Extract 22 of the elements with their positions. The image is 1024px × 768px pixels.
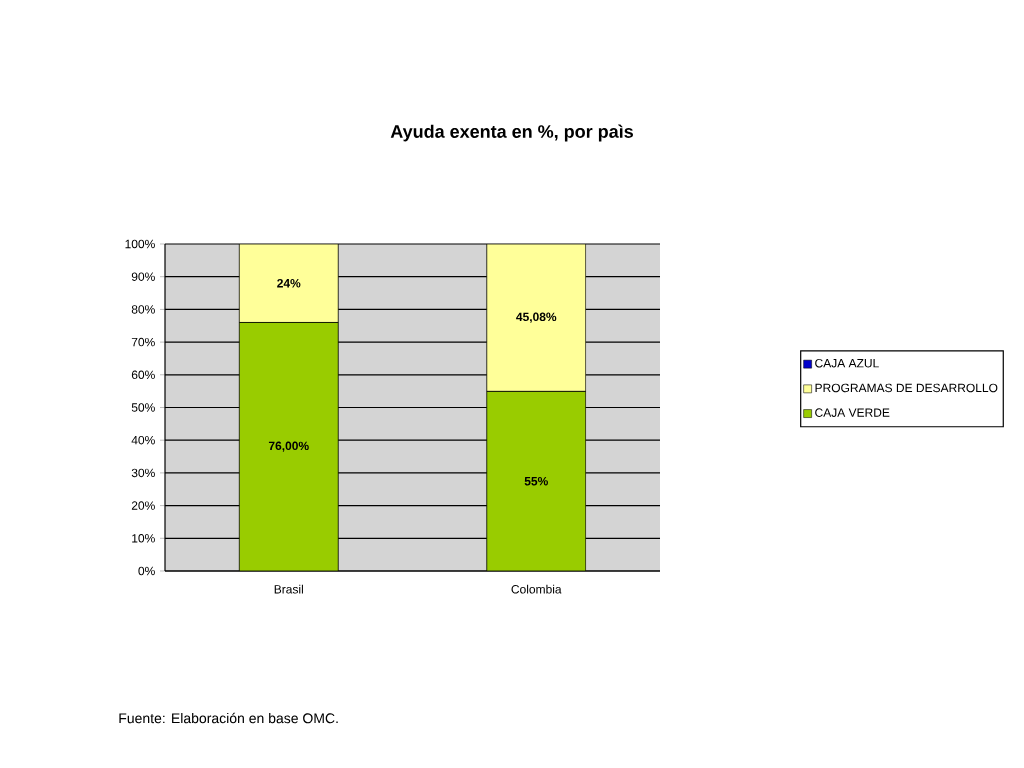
- data-label: 24%: [277, 278, 301, 288]
- legend-label: PROGRAMAS DE DESARROLLO: [815, 383, 998, 393]
- y-tick-label: 30%: [131, 468, 155, 478]
- y-tick-label: 90%: [131, 272, 155, 281]
- y-tick-label: 50%: [131, 403, 155, 412]
- y-tick-label: 10%: [132, 534, 155, 543]
- legend-label: CAJA AZUL: [815, 358, 879, 368]
- y-tick-label: 40%: [131, 435, 155, 445]
- y-tick-label: 100%: [125, 239, 155, 249]
- data-label: 45,08%: [516, 312, 557, 323]
- x-tick-label: Brasil: [274, 584, 303, 594]
- chart-title: Ayuda exenta en %, por paìs: [390, 124, 633, 142]
- source-note: Fuente: Elaboración en base OMC.: [119, 712, 338, 724]
- legend-label: CAJA VERDE: [815, 408, 890, 417]
- data-label: 76,00%: [268, 441, 309, 452]
- x-tick-label: Colombia: [511, 584, 562, 594]
- y-tick-label: 80%: [131, 305, 155, 314]
- data-label: 55%: [524, 476, 548, 486]
- y-tick-label: 70%: [131, 337, 155, 347]
- y-tick-label: 60%: [131, 370, 155, 380]
- y-tick-label: 20%: [131, 501, 155, 510]
- y-tick-label: 0%: [138, 566, 155, 576]
